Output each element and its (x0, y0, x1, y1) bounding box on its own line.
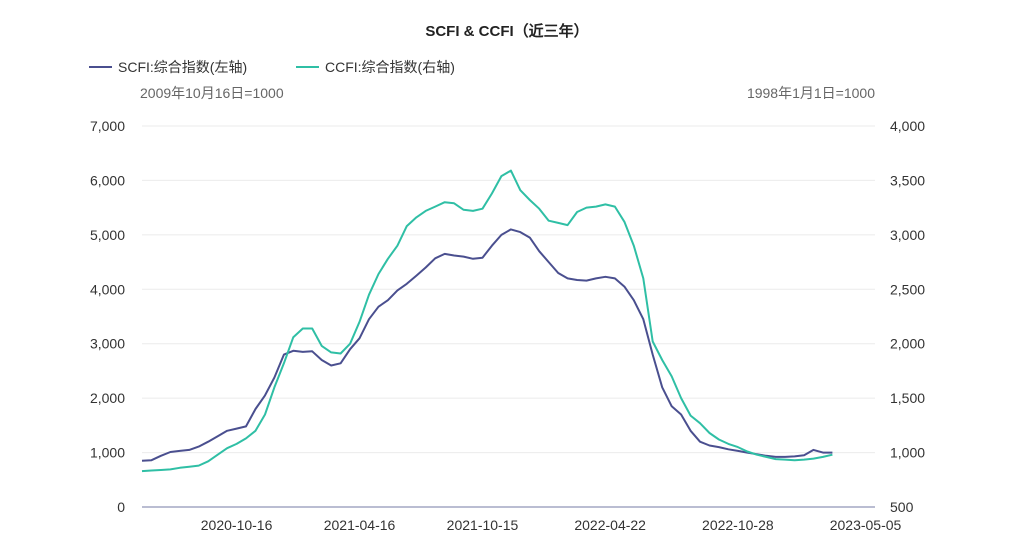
right-y-tick-label: 4,000 (890, 118, 925, 134)
series-line-ccfi[interactable] (141, 169, 833, 473)
x-tick-label: 2020-10-16 (201, 517, 273, 533)
left-y-tick-label: 2,000 (90, 390, 125, 406)
right-y-axis: 500 1,000 1,500 2,000 2,500 3,000 3,500 4,000 (890, 118, 925, 515)
x-axis: 2020-10-16 2021-04-16 2021-10-15 2022-04-22… (201, 517, 902, 533)
right-axis-note: 1998年1月1日=1000 (747, 85, 875, 101)
right-y-tick-label: 2,000 (890, 336, 925, 352)
left-y-tick-label: 4,000 (90, 281, 125, 297)
left-y-tick-label: 5,000 (90, 227, 125, 243)
left-y-axis: 0 1,000 2,000 3,000 4,000 5,000 6,000 7,000 (90, 118, 125, 515)
left-y-tick-label: 0 (117, 499, 125, 515)
left-y-tick-label: 1,000 (90, 445, 125, 461)
right-y-tick-label: 2,500 (890, 281, 925, 297)
legend-item-ccfi[interactable]: CCFI:综合指数(右轴) (296, 59, 455, 75)
left-axis-note: 2009年10月16日=1000 (140, 85, 284, 101)
left-y-tick-label: 3,000 (90, 336, 125, 352)
legend: SCFI:综合指数(左轴) CCFI:综合指数(右轴) (89, 59, 455, 75)
legend-item-scfi[interactable]: SCFI:综合指数(左轴) (89, 59, 247, 75)
x-tick-label: 2023-05-05 (830, 517, 902, 533)
x-tick-label: 2022-10-28 (702, 517, 774, 533)
left-y-tick-label: 6,000 (90, 172, 125, 188)
x-tick-label: 2021-04-16 (324, 517, 396, 533)
right-y-tick-label: 1,000 (890, 445, 925, 461)
series-lines (141, 169, 833, 473)
x-tick-label: 2022-04-22 (574, 517, 646, 533)
right-y-tick-label: 500 (890, 499, 914, 515)
legend-label-scfi: SCFI:综合指数(左轴) (118, 59, 247, 75)
grid-lines (142, 125, 875, 508)
left-y-tick-label: 7,000 (90, 118, 125, 134)
chart-title: SCFI & CCFI（近三年） (425, 22, 588, 40)
right-y-tick-label: 3,500 (890, 172, 925, 188)
right-y-tick-label: 3,000 (890, 227, 925, 243)
legend-label-ccfi: CCFI:综合指数(右轴) (325, 59, 455, 75)
right-y-tick-label: 1,500 (890, 390, 925, 406)
series-line-scfi[interactable] (141, 228, 833, 462)
x-tick-label: 2021-10-15 (447, 517, 519, 533)
